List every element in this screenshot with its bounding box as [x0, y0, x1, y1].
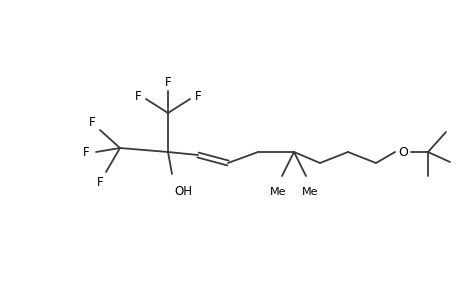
Text: O: O	[397, 146, 407, 158]
Text: F: F	[89, 116, 95, 128]
Text: F: F	[134, 91, 141, 103]
Text: F: F	[83, 146, 89, 160]
Text: Me: Me	[269, 187, 285, 197]
Text: F: F	[194, 91, 201, 103]
Text: F: F	[96, 176, 103, 188]
Text: Me: Me	[301, 187, 318, 197]
Text: OH: OH	[174, 185, 191, 198]
Text: F: F	[164, 76, 171, 89]
